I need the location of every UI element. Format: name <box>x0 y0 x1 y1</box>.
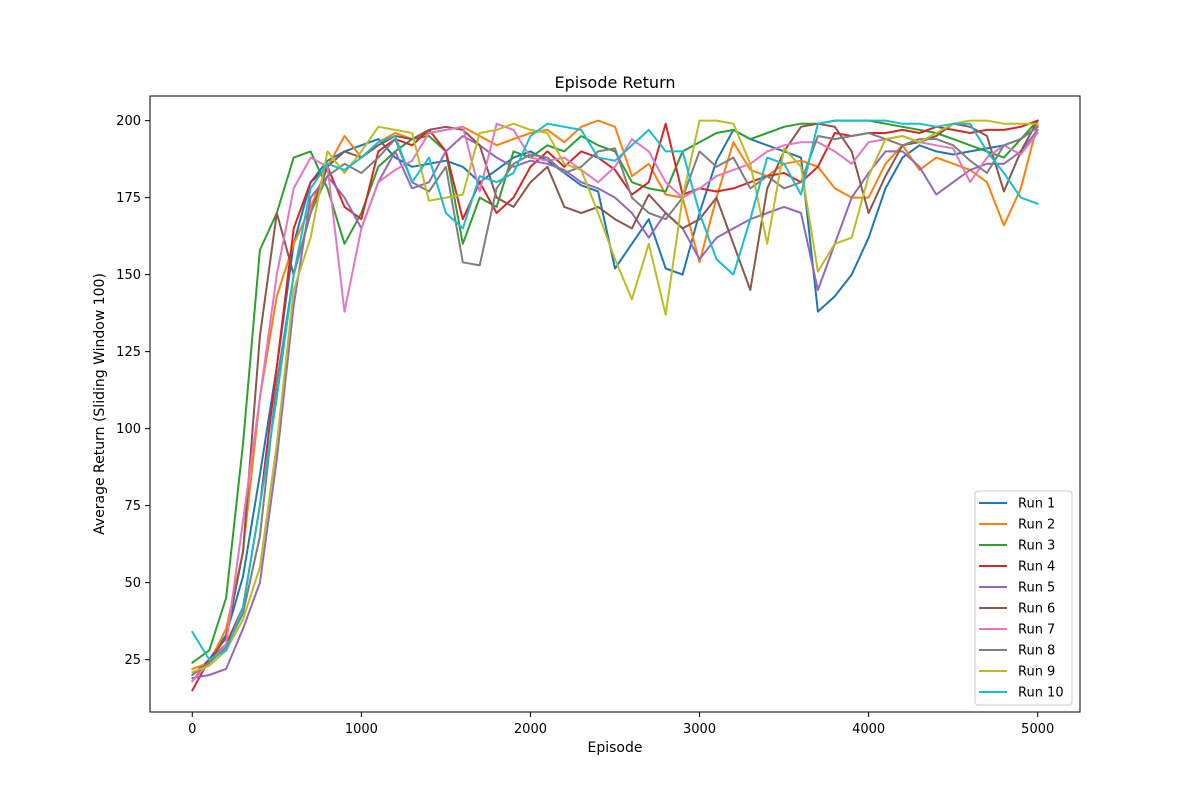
legend: Run 1 Run 2 Run 3 Run 4 Run 5 Run 6 Run 7 Run 8… <box>974 490 1073 706</box>
x-tick-label: 3000 <box>683 722 716 737</box>
y-tick-label: 200 <box>116 114 141 129</box>
y-axis-label: Average Return (Sliding Window 100) <box>92 273 108 535</box>
legend-label-run-4: Run 4 <box>1018 560 1055 575</box>
chart-title: Episode Return <box>554 73 675 92</box>
legend-label-run-7: Run 7 <box>1018 623 1055 638</box>
series-line-run-5 <box>191 128 1039 680</box>
legend-label-run-3: Run 3 <box>1018 539 1055 554</box>
legend-label-run-8: Run 8 <box>1018 644 1055 659</box>
y-tick-label: 25 <box>124 653 141 668</box>
legend-label-run-2: Run 2 <box>1018 518 1055 533</box>
y-tick-label: 75 <box>124 499 141 514</box>
series-line-run-10 <box>191 119 1039 661</box>
x-axis-label: Episode <box>588 740 643 756</box>
series-line-run-4 <box>191 119 1039 692</box>
legend-label-run-10: Run 10 <box>1018 686 1064 701</box>
legend-label-run-6: Run 6 <box>1018 602 1055 617</box>
x-tick-label: 2000 <box>514 722 547 737</box>
legend-label-run-5: Run 5 <box>1018 581 1055 596</box>
series-line-run-9 <box>191 119 1039 673</box>
legend-label-run-1: Run 1 <box>1018 497 1055 512</box>
y-axis: 25 50 75 100 125 150 175 200 <box>116 114 150 668</box>
series-line-run-6 <box>191 119 1039 683</box>
x-tick-label: 4000 <box>852 722 885 737</box>
plot-area <box>191 119 1039 692</box>
legend-label-run-9: Run 9 <box>1018 665 1055 680</box>
y-tick-label: 100 <box>116 422 141 437</box>
y-tick-label: 150 <box>116 268 141 283</box>
y-tick-label: 175 <box>116 191 141 206</box>
x-tick-label: 0 <box>188 722 196 737</box>
y-tick-label: 50 <box>124 576 141 591</box>
x-tick-label: 5000 <box>1021 722 1054 737</box>
series-line-run-8 <box>191 125 1039 676</box>
plot-frame <box>149 95 1081 713</box>
y-tick-label: 125 <box>116 345 141 360</box>
x-axis: 0 1000 2000 3000 4000 5000 <box>188 712 1054 737</box>
x-tick-label: 1000 <box>345 722 378 737</box>
